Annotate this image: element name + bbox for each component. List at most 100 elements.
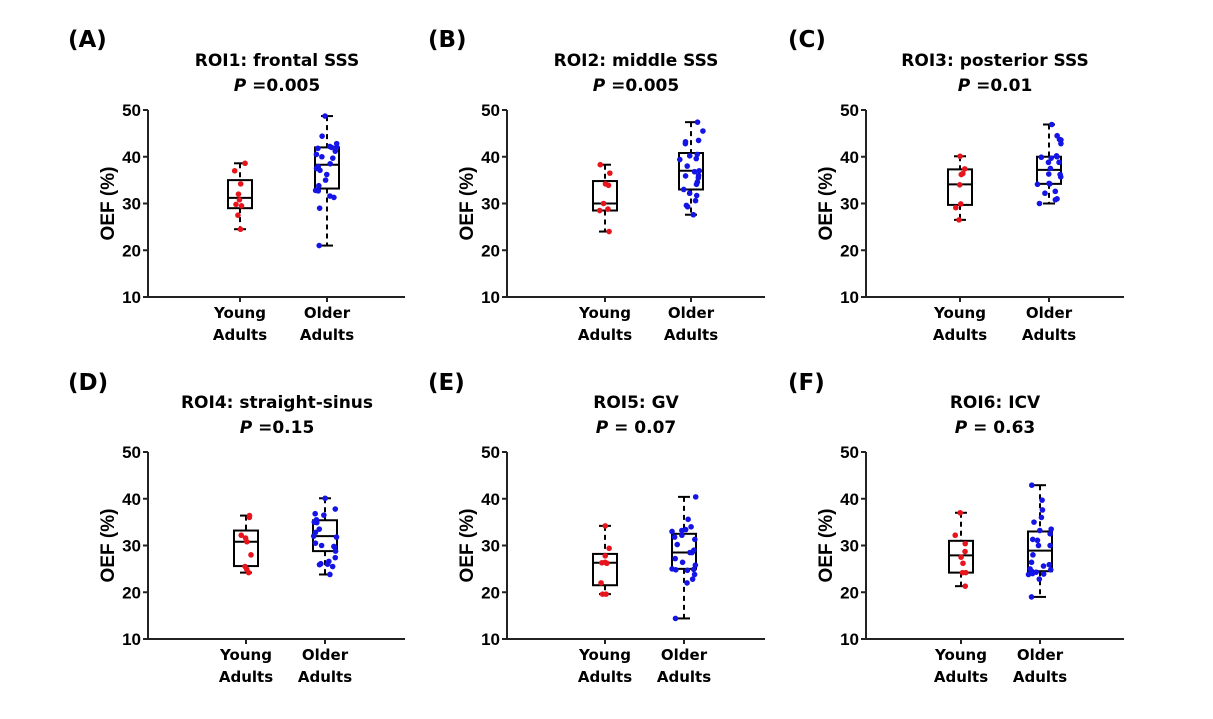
data-point — [237, 181, 244, 187]
data-point — [1042, 190, 1048, 197]
data-point — [673, 567, 679, 573]
data-point — [1038, 514, 1045, 521]
data-point — [606, 545, 612, 552]
data-point — [605, 206, 611, 212]
data-point — [692, 536, 698, 543]
chart-title: ROI3: posterior SSS — [901, 51, 1088, 71]
data-point — [1028, 482, 1035, 488]
data-point — [322, 113, 328, 119]
p-label: P — [240, 418, 253, 438]
data-point — [1039, 507, 1046, 513]
data-point — [1048, 526, 1054, 532]
data-point — [690, 211, 697, 218]
panel-label: (C) — [788, 27, 826, 53]
y-tick-label: 10 — [840, 288, 859, 307]
chart-title: ROI2: middle SSS — [554, 51, 719, 71]
data-point — [693, 192, 700, 199]
boxplot-young-adults — [233, 512, 259, 576]
x-tick-label: Adults — [664, 326, 718, 344]
boxplot-older-adults — [312, 113, 340, 249]
data-point — [603, 591, 609, 597]
data-point — [231, 167, 238, 174]
p-label: P — [593, 76, 606, 96]
x-tick-label: Young — [578, 304, 631, 322]
data-point — [1038, 154, 1045, 161]
data-point — [598, 580, 604, 586]
y-tick-label: 30 — [840, 195, 859, 214]
data-point — [332, 506, 339, 512]
data-point — [327, 571, 333, 578]
data-point — [235, 212, 241, 218]
data-point — [237, 226, 244, 233]
data-point — [333, 534, 340, 540]
data-point — [1035, 542, 1042, 549]
data-point — [669, 528, 675, 535]
chart-title: ROI1: frontal SSS — [195, 51, 360, 71]
y-tick-label: 30 — [481, 537, 500, 556]
data-point — [686, 153, 693, 159]
data-point — [682, 173, 689, 179]
data-point — [1046, 181, 1053, 187]
y-tick-label: 20 — [122, 583, 141, 602]
data-point — [957, 509, 963, 516]
data-point — [962, 569, 969, 576]
data-point — [672, 615, 679, 622]
y-tick-label: 50 — [481, 101, 500, 120]
y-tick-label: 10 — [122, 288, 141, 307]
y-tick-label: 40 — [122, 148, 141, 167]
data-point — [679, 532, 685, 539]
boxplot-older-adults — [310, 495, 340, 578]
data-point — [316, 242, 323, 249]
data-point — [1048, 121, 1055, 128]
y-tick-label: 20 — [122, 241, 141, 260]
data-point — [233, 201, 239, 208]
chart-title: ROI6: ICV — [950, 393, 1041, 413]
data-point — [1046, 561, 1053, 568]
x-tick-label: Adults — [657, 668, 711, 686]
data-point — [962, 548, 968, 555]
data-point — [318, 542, 325, 549]
data-point — [604, 560, 610, 567]
data-point — [693, 181, 700, 188]
p-value: P =0.005 — [234, 76, 320, 96]
data-point — [1029, 536, 1036, 543]
data-point — [1047, 567, 1054, 573]
data-point — [319, 133, 325, 139]
data-point — [331, 544, 338, 550]
panel-a: (A) ROI1: frontal SSS P =0.005 10 20 30 40 50 OE… — [68, 27, 405, 344]
data-point — [674, 541, 681, 548]
chart-title: ROI4: straight-sinus — [181, 393, 373, 413]
data-point — [695, 174, 702, 181]
data-point — [691, 571, 698, 578]
boxplot-older-adults — [677, 119, 706, 218]
data-point — [1056, 159, 1062, 166]
boxplot-older-adults — [1034, 121, 1064, 207]
data-point — [958, 171, 965, 178]
panel-f: (F) ROI6: ICV P = 0.63 10 20 30 40 50 OEF (%) You… — [788, 370, 1124, 686]
p-number: =0.15 — [252, 418, 314, 438]
boxplot-older-adults — [1025, 482, 1054, 600]
y-tick-label: 10 — [122, 630, 141, 649]
data-point — [332, 548, 339, 554]
data-point — [671, 534, 678, 540]
data-point — [1052, 196, 1059, 203]
x-tick-label: Young — [578, 646, 631, 664]
data-point — [689, 576, 696, 582]
data-point — [327, 160, 333, 167]
y-tick-label: 50 — [840, 101, 859, 120]
data-point — [333, 144, 340, 150]
y-tick-label: 50 — [122, 443, 141, 462]
x-tick-label: Adults — [219, 668, 273, 686]
data-point — [693, 155, 700, 162]
y-tick-label: 50 — [840, 443, 859, 462]
x-tick-label: Young — [213, 304, 266, 322]
data-point — [236, 196, 243, 203]
data-point — [1058, 140, 1064, 147]
data-point — [599, 559, 605, 566]
y-tick-label: 50 — [481, 443, 500, 462]
panel-d: (D) ROI4: straight-sinus P =0.15 10 20 30 40 50… — [68, 370, 405, 686]
data-point — [677, 156, 683, 163]
x-tick-label: Adults — [213, 326, 267, 344]
y-axis-label: OEF (%) — [457, 509, 478, 583]
p-value: P = 0.63 — [955, 418, 1036, 438]
